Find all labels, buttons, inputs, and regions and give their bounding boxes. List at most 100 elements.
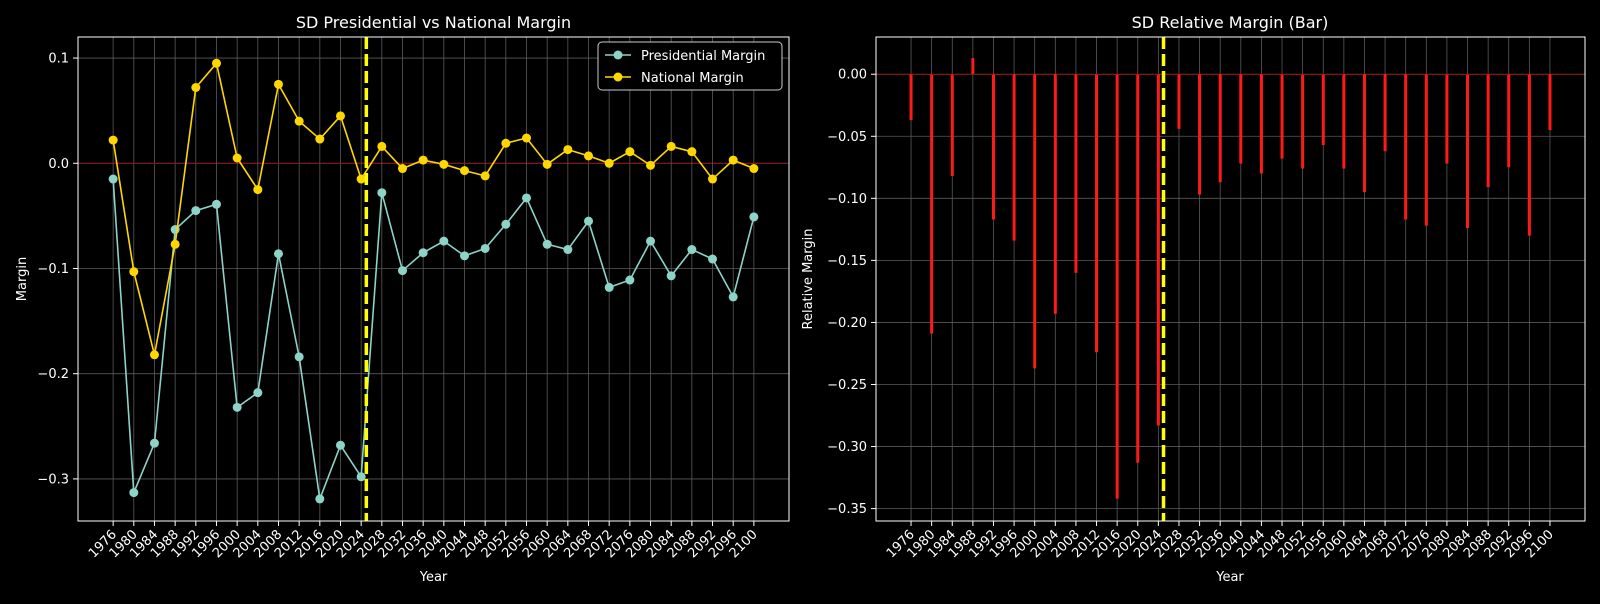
national-margin-point [170,239,180,249]
bar-chart-bars [909,58,1552,499]
line-chart-y-ticks: 0.1 0.0 −0.1 −0.2 −0.3 [37,52,78,487]
presidential-margin-point [335,440,345,450]
relative-margin-bar [950,74,954,176]
line-chart-y-tick-label: −0.3 [37,472,69,487]
national-margin-point [480,171,490,181]
national-margin-point [625,147,635,157]
relative-margin-bar [1383,74,1387,152]
bar-chart-x-axis-label: Year [1215,570,1244,585]
national-margin-point [646,160,656,170]
presidential-margin-point [418,248,428,258]
relative-margin-bar [1466,74,1470,229]
relative-margin-bar [1115,74,1119,499]
relative-margin-bar [1074,74,1078,273]
national-margin-point [356,174,366,184]
presidential-margin-point [625,275,635,285]
national-margin-point [253,185,263,195]
relative-margin-bar [1280,74,1284,159]
presidential-margin-line [112,178,755,500]
relative-margin-bar [1321,74,1325,145]
relative-margin-bar [1095,74,1099,353]
legend-national-marker-swatch [613,72,623,82]
presidential-margin-point [439,236,449,246]
presidential-margin-point [666,271,676,281]
presidential-margin-point [728,292,738,302]
relative-margin-bar [1033,74,1037,369]
relative-margin-bar [1486,74,1490,188]
national-margin-point [522,133,532,143]
bar-chart-y-axis-label: Relative Margin [801,229,816,330]
presidential-margin-point [108,174,118,184]
presidential-margin-point [356,472,366,482]
national-margin-point [708,174,718,184]
national-margin-point [211,58,221,68]
relative-margin-bar [1239,74,1243,164]
relative-margin-bar [1362,74,1366,193]
national-margin-point [191,83,201,93]
national-margin-point [501,138,511,148]
line-chart-grid [78,37,789,521]
bar-chart-frame [875,36,1586,522]
relative-margin-bar [1136,74,1140,463]
line-chart-frame [77,36,790,522]
bar-chart-y-tick-label: −0.25 [827,378,867,393]
national-margin-point [108,135,118,145]
line-chart-y-tick-label: −0.2 [37,367,69,382]
line-chart-title: SD Presidential vs National Margin [296,13,571,32]
bar-chart-y-tick-label: 0.00 [838,68,867,83]
presidential-margin-point [687,245,697,255]
national-margin-point [439,159,449,169]
relative-margin-bar [1527,74,1531,236]
line-chart-series [108,58,759,504]
bar-chart-y-tick-label: −0.15 [827,254,867,269]
line-chart-y-tick-label: 0.1 [48,52,69,67]
relative-margin-bar [1198,74,1202,195]
relative-margin-bar [1404,74,1408,220]
national-margin-point [377,141,387,151]
presidential-margin-point [522,193,532,203]
relative-margin-bar [1177,74,1181,129]
national-margin-point [666,141,676,151]
national-margin-point [584,151,594,161]
national-margin-point [563,145,573,155]
relative-margin-bar [1218,74,1222,183]
presidential-margin-point [397,266,407,276]
presidential-margin-point [294,352,304,362]
presidential-margin-point [149,438,159,448]
presidential-margin-point [191,206,201,216]
presidential-margin-point [315,494,325,504]
national-margin-point [542,159,552,169]
presidential-margin-point [584,216,594,226]
line-chart-y-tick-label: 0.0 [48,157,69,172]
line-chart-y-tick-label: −0.1 [37,262,69,277]
relative-margin-bar [1548,74,1552,131]
presidential-margin-point [480,243,490,253]
presidential-margin-point [273,249,283,259]
presidential-margin-point [501,219,511,229]
legend-national-label: National Margin [641,71,744,86]
relative-margin-bar [1424,74,1428,226]
national-margin-point [294,116,304,126]
relative-margin-bar [1301,74,1305,169]
national-margin-point [687,147,697,157]
presidential-margin-point [232,402,242,412]
presidential-margin-point [377,188,387,198]
national-margin-point [315,134,325,144]
relative-margin-bar [1507,74,1511,168]
relative-margin-bar [909,74,913,121]
bar-chart-y-ticks: 0.00 −0.05 −0.10 −0.15 −0.20 −0.25 −0.30 −0.35 [827,68,876,517]
national-margin-point [728,155,738,165]
national-margin-point [149,350,159,360]
presidential-margin-point [749,212,759,222]
bar-chart-y-tick-label: −0.05 [827,130,867,145]
presidential-margin-point [211,199,221,209]
presidential-margin-point [253,388,263,398]
relative-margin-bar [1053,74,1057,314]
presidential-margin-point [708,254,718,264]
relative-margin-bar [930,74,934,334]
bar-chart-title: SD Relative Margin (Bar) [1132,13,1329,32]
national-margin-point [335,111,345,121]
bar-chart-y-tick-label: −0.35 [827,502,867,517]
